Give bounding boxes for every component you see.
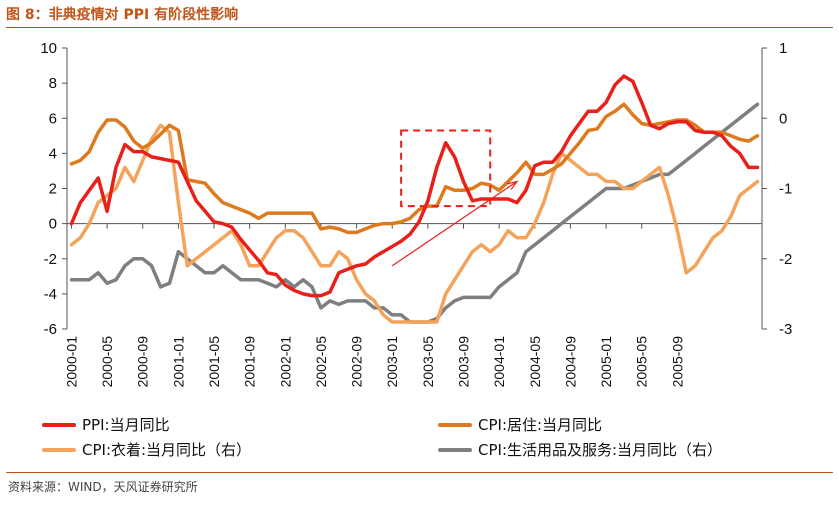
chart-title: 图 8：非典疫情对 PPI 有阶段性影响 — [6, 7, 239, 23]
right-tick-label: -3 — [779, 321, 792, 338]
right-tick-label: -2 — [779, 251, 792, 268]
x-tick-label: 2000-09 — [135, 336, 151, 388]
source-divider — [6, 472, 833, 473]
x-tick-label: 2004-09 — [562, 336, 578, 388]
annotations — [391, 129, 519, 267]
legend-label: CPI:生活用品及服务:当月同比（右） — [478, 441, 722, 459]
x-tick-label: 2000-01 — [63, 336, 79, 388]
x-tick-label: 2005-09 — [669, 336, 685, 388]
left-tick-label: -2 — [44, 251, 57, 268]
left-tick-label: 6 — [49, 110, 57, 127]
x-tick-label: 2003-09 — [456, 336, 472, 388]
series-group — [69, 74, 760, 324]
title-divider — [6, 27, 833, 28]
legend: PPI:当月同比 CPI:居住:当月同比 CPI:衣着:当月同比（右） CPI:生活用… — [42, 416, 722, 459]
right-tick-label: -1 — [779, 181, 792, 198]
left-tick-label: 8 — [49, 75, 57, 92]
x-tick-label: 2002-09 — [349, 336, 365, 388]
x-tick-label: 2002-01 — [277, 336, 293, 388]
x-tick-label: 2001-01 — [170, 336, 186, 388]
series-line-2 — [69, 123, 760, 324]
source-note: 资料来源：WIND，天风证券研究所 — [8, 480, 198, 494]
left-tick-label: 2 — [49, 181, 57, 198]
x-tick-label: 2005-01 — [598, 336, 614, 388]
x-tick-label: 2003-05 — [420, 336, 436, 388]
x-tick-label: 2004-05 — [527, 336, 543, 388]
legend-label: CPI:衣着:当月同比（右） — [82, 441, 251, 459]
series-line-0 — [69, 74, 760, 298]
left-tick-label: 10 — [40, 40, 57, 57]
left-tick-label: -4 — [44, 286, 57, 303]
x-tick-label: 2000-05 — [99, 336, 115, 388]
x-tick-label: 2005-05 — [634, 336, 650, 388]
legend-label: PPI:当月同比 — [82, 416, 170, 434]
series-line-1 — [69, 102, 760, 235]
left-tick-label: 4 — [49, 145, 57, 162]
x-tick-label: 2001-05 — [206, 336, 222, 388]
trend-arrowhead — [507, 180, 519, 190]
right-tick-label: 0 — [779, 110, 787, 127]
left-tick-label: -6 — [44, 321, 57, 338]
x-tick-label: 2002-05 — [313, 336, 329, 388]
trend-arrow — [391, 180, 518, 267]
legend-label: CPI:居住:当月同比 — [478, 416, 602, 434]
highlight-box — [400, 129, 492, 208]
left-tick-label: 0 — [49, 216, 57, 233]
x-tick-label: 2004-01 — [491, 336, 507, 388]
x-tick-label: 2003-01 — [384, 336, 400, 388]
right-tick-label: 1 — [779, 40, 787, 57]
x-tick-label: 2001-09 — [242, 336, 258, 388]
